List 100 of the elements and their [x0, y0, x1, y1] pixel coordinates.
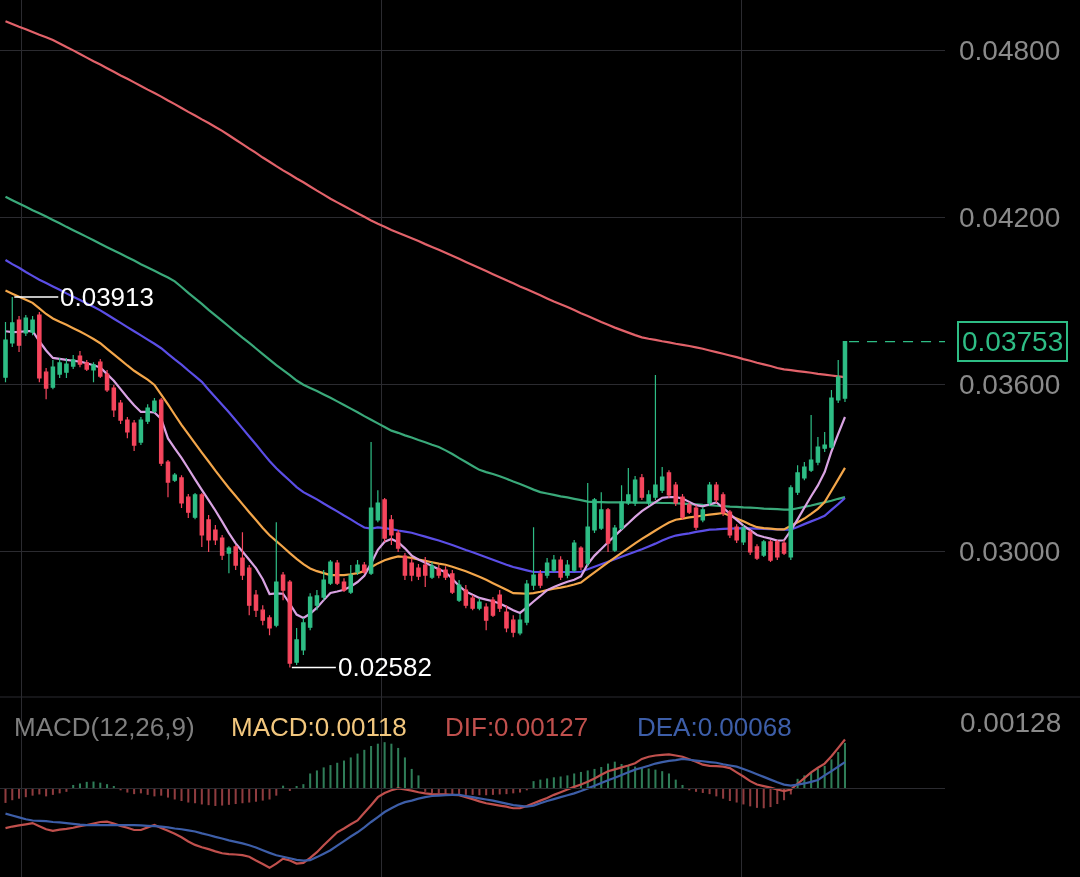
bar [248, 788, 251, 803]
candlestick [497, 589, 502, 613]
y-tick-label: 0.04800 [959, 34, 1061, 66]
candlestick [91, 361, 96, 383]
candlestick [111, 384, 117, 418]
bar [539, 779, 542, 788]
bar [72, 784, 75, 788]
ref-line-label: 0.03753 [962, 326, 1064, 357]
candlestick [104, 369, 110, 393]
bar [722, 788, 725, 799]
candlestick [842, 340, 848, 403]
candlestick [213, 524, 218, 546]
candlestick [429, 561, 435, 580]
bar [654, 769, 657, 788]
candlestick [77, 350, 83, 368]
candlestick [10, 296, 15, 348]
bar [403, 757, 406, 788]
bar [166, 788, 169, 798]
bar [78, 783, 81, 788]
candlestick [632, 475, 638, 507]
candlestick [186, 493, 191, 519]
candlestick [165, 459, 171, 498]
candlestick [666, 469, 672, 499]
bar [559, 776, 562, 788]
bar [221, 788, 224, 806]
candlestick [23, 314, 29, 337]
candlestick [571, 539, 577, 573]
candlestick [531, 526, 536, 591]
text: 0.00128 [960, 707, 1062, 738]
candlestick [822, 431, 827, 453]
candlestick [795, 464, 800, 496]
candlestick [754, 543, 760, 561]
candlestick [334, 559, 340, 586]
candlestick [240, 531, 245, 581]
candlestick [653, 374, 658, 501]
candlestick [219, 534, 225, 561]
candlestick [57, 357, 62, 379]
candlestick [98, 358, 103, 379]
candlestick [761, 539, 766, 558]
bar [410, 768, 413, 788]
candlestick [355, 559, 360, 576]
candlestick [700, 506, 706, 523]
bar [417, 775, 420, 788]
candlestick [328, 559, 333, 586]
annotation: 0.02582 [338, 652, 432, 682]
y-tick-label: 0.04200 [959, 201, 1061, 233]
candlestick [382, 497, 387, 543]
candlestick [301, 617, 306, 656]
bar [681, 784, 684, 788]
bar [309, 773, 312, 788]
candlestick [131, 419, 137, 452]
bar [241, 788, 244, 804]
bar [843, 742, 846, 788]
candlestick [517, 613, 523, 636]
candlestick [37, 311, 42, 383]
candlestick [341, 577, 347, 593]
candlestick [626, 467, 631, 506]
bar [363, 749, 366, 788]
bar [18, 788, 21, 799]
bar [830, 759, 833, 788]
candlestick [551, 554, 557, 573]
candlestick [646, 489, 651, 507]
bar [342, 760, 346, 788]
candlestick [64, 357, 69, 379]
candlestick [16, 315, 22, 353]
candlestick [802, 461, 807, 481]
bar [546, 778, 549, 788]
candlestick [463, 584, 469, 609]
candlestick [246, 564, 252, 616]
candlestick [43, 367, 49, 400]
candlestick [233, 544, 238, 571]
candlestick [158, 397, 164, 467]
candlestick [368, 441, 374, 576]
candlestick [585, 482, 590, 567]
bar [214, 788, 217, 806]
bar [532, 781, 535, 788]
candlestick [443, 565, 448, 581]
candlestick [829, 389, 834, 450]
candlestick [477, 597, 482, 611]
candlestick [260, 604, 266, 626]
candlestick [592, 497, 597, 534]
bar [4, 788, 7, 803]
candlestick [70, 354, 76, 370]
bar [762, 788, 765, 809]
line-series [4, 258, 847, 574]
candlestick [605, 507, 611, 553]
bar [397, 747, 400, 788]
candlestick [470, 594, 475, 611]
bar [769, 788, 772, 808]
candlestick [172, 472, 178, 483]
candlestick [490, 596, 496, 618]
bar [735, 788, 738, 803]
bar [322, 767, 325, 788]
series-label: DIF:0.00127 [445, 712, 589, 742]
candlestick [3, 321, 8, 383]
bar [329, 765, 332, 788]
candlestick [808, 414, 814, 473]
candlestick [687, 501, 692, 515]
candlestick [741, 524, 746, 546]
bar [336, 762, 339, 788]
